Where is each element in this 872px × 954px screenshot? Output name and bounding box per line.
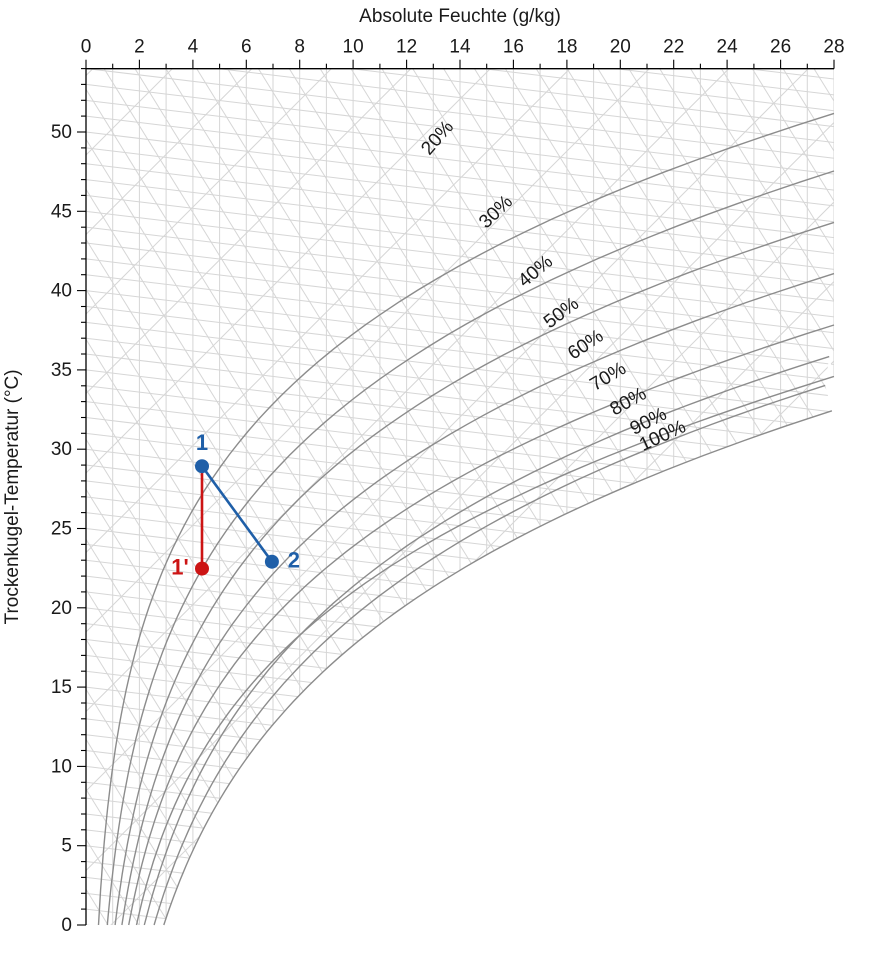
svg-text:1: 1 (196, 430, 208, 455)
svg-text:40%: 40% (514, 251, 557, 292)
svg-text:8: 8 (294, 37, 305, 58)
svg-text:50: 50 (51, 122, 72, 143)
svg-text:20: 20 (51, 598, 72, 619)
svg-text:5: 5 (61, 836, 72, 857)
svg-text:4: 4 (188, 37, 199, 58)
svg-text:10: 10 (343, 37, 364, 58)
svg-text:16: 16 (503, 37, 524, 58)
svg-text:45: 45 (51, 201, 72, 222)
svg-text:24: 24 (717, 37, 739, 58)
svg-text:14: 14 (449, 37, 471, 58)
svg-text:18: 18 (556, 37, 577, 58)
svg-text:Absolute Feuchte (g/kg): Absolute Feuchte (g/kg) (359, 6, 561, 27)
svg-text:26: 26 (770, 37, 791, 58)
svg-text:6: 6 (241, 37, 252, 58)
svg-text:35: 35 (51, 360, 72, 381)
svg-text:10: 10 (51, 756, 72, 777)
svg-text:20: 20 (610, 37, 631, 58)
svg-text:1': 1' (171, 555, 188, 580)
svg-text:50%: 50% (540, 293, 583, 333)
svg-text:0: 0 (81, 37, 92, 58)
svg-text:25: 25 (51, 519, 72, 540)
svg-text:0: 0 (61, 915, 72, 936)
svg-text:40: 40 (51, 281, 72, 302)
svg-text:15: 15 (51, 677, 72, 698)
svg-text:2: 2 (134, 37, 145, 58)
svg-text:12: 12 (396, 37, 417, 58)
svg-text:28: 28 (823, 37, 844, 58)
svg-text:22: 22 (663, 37, 684, 58)
svg-text:2: 2 (288, 548, 300, 573)
svg-text:30: 30 (51, 439, 72, 460)
svg-text:20%: 20% (417, 117, 458, 160)
svg-text:Trockenkugel-Temperatur (°C): Trockenkugel-Temperatur (°C) (2, 369, 23, 624)
